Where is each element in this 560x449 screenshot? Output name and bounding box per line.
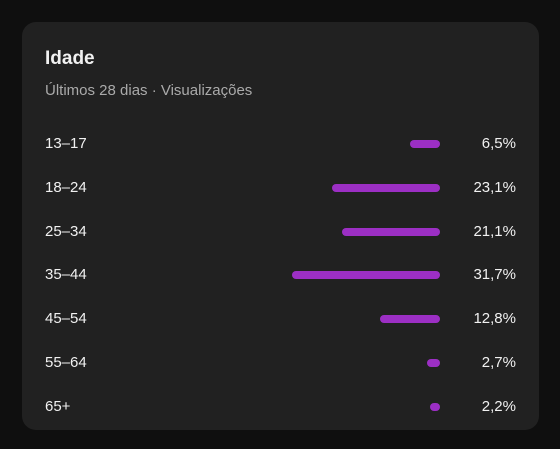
age-share-value: 2,7% <box>481 354 516 371</box>
age-share-bar <box>429 402 440 411</box>
age-card: Idade Últimos 28 dias · Visualizações 13… <box>22 22 539 430</box>
age-range-label: 45–54 <box>45 310 87 328</box>
age-range-label: 18–24 <box>45 178 87 196</box>
age-share-bar <box>341 227 440 236</box>
age-row: 18–24 23,1% <box>22 176 539 200</box>
age-row: 35–44 31,7% <box>22 263 539 287</box>
age-row: 45–54 12,8% <box>22 307 539 331</box>
age-share-value: 31,7% <box>473 266 516 284</box>
age-row: 65+ 2,2% <box>22 395 539 419</box>
age-share-value: 2,2% <box>481 397 516 415</box>
age-share-bar <box>380 315 440 324</box>
age-share-bar <box>409 140 440 148</box>
age-share-bar <box>332 183 440 192</box>
age-share-value: 12,8% <box>473 310 516 328</box>
age-share-bar <box>292 271 440 280</box>
age-range-label: 55–64 <box>45 354 87 371</box>
age-share-value: 21,1% <box>473 222 516 240</box>
age-share-value: 6,5% <box>481 135 516 152</box>
age-range-label: 35–44 <box>45 266 87 284</box>
age-share-bar <box>427 359 440 367</box>
card-subtitle: Últimos 28 dias · Visualizações <box>45 82 253 99</box>
age-range-label: 13–17 <box>45 135 87 152</box>
age-share-value: 23,1% <box>473 178 516 196</box>
age-row: 25–34 21,1% <box>22 220 539 244</box>
age-row: 55–64 2,7% <box>22 351 539 375</box>
age-row: 13–17 6,5% <box>22 132 539 156</box>
age-range-label: 65+ <box>45 397 71 415</box>
age-range-label: 25–34 <box>45 222 87 240</box>
card-title: Idade <box>45 48 95 69</box>
